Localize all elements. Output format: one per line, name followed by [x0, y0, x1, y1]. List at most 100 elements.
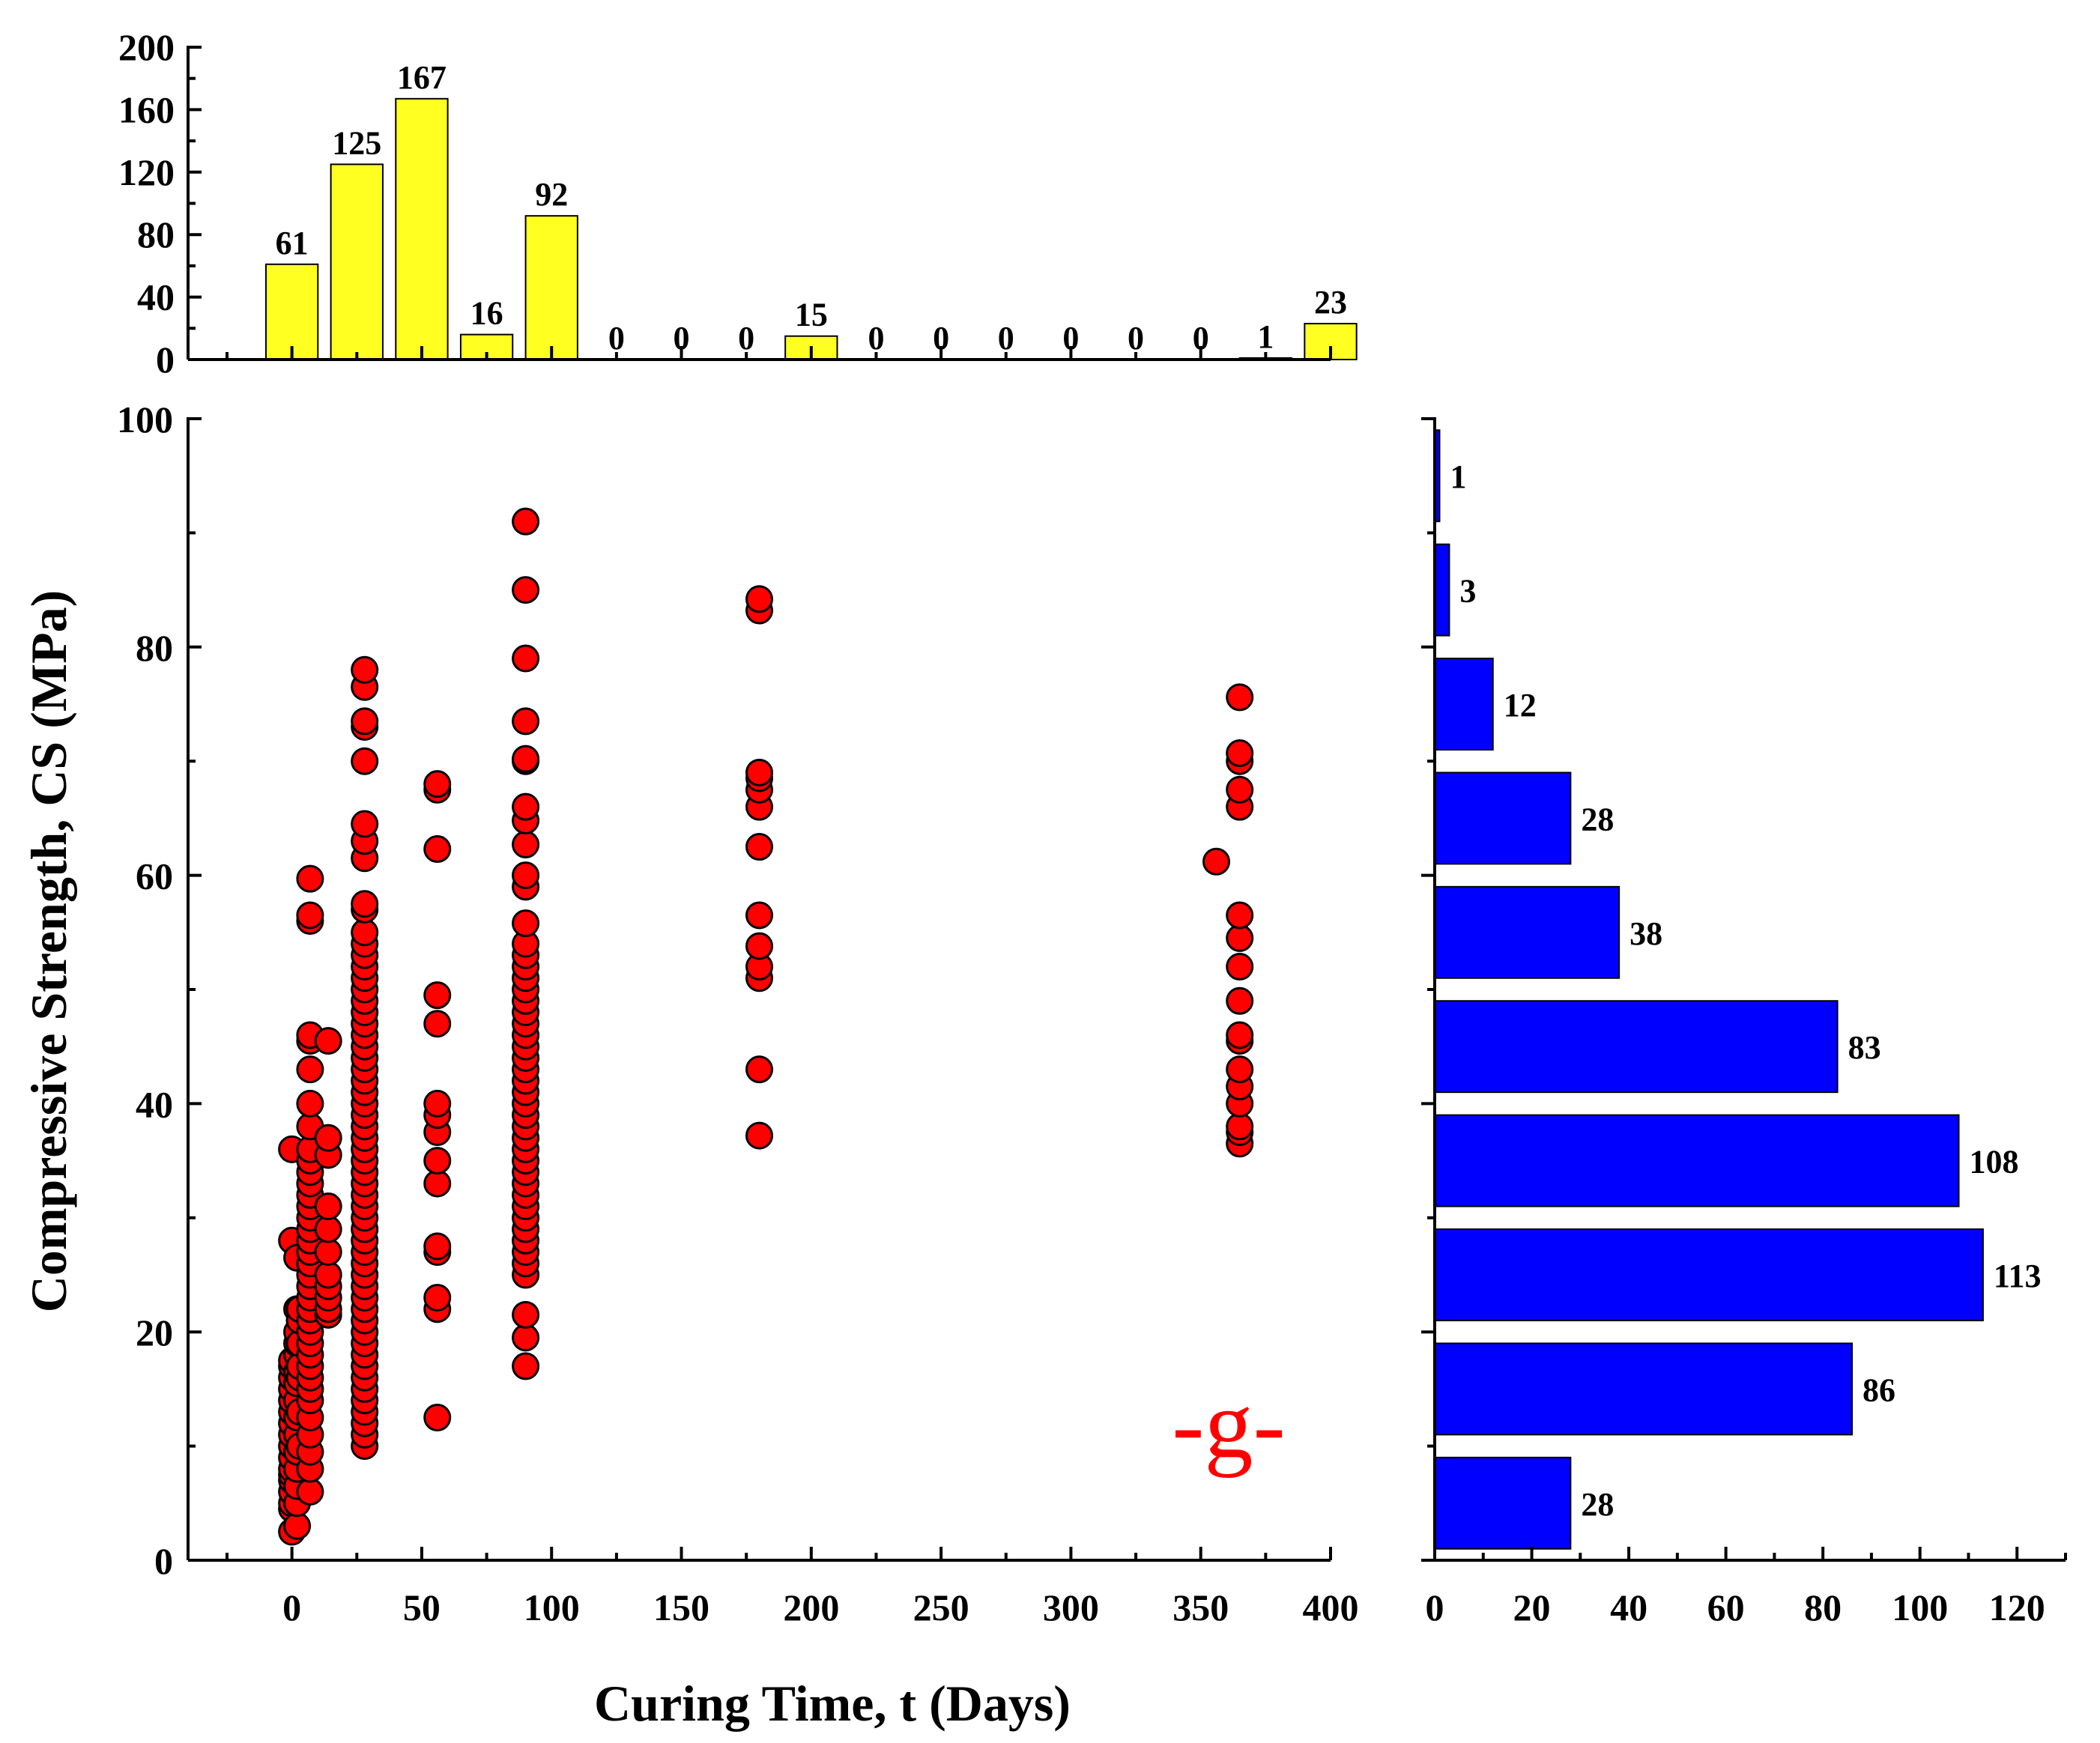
data-point: [512, 1324, 540, 1352]
data-point: [1202, 847, 1230, 876]
data-point: [423, 770, 452, 798]
histogram-bar: [1434, 1456, 1572, 1550]
data-point: [314, 1192, 342, 1221]
y-tick-label: 60: [136, 855, 173, 897]
histogram-bar: [1434, 1114, 1960, 1207]
data-point: [423, 1283, 452, 1312]
data-point: [512, 830, 540, 858]
bar-count-label: 83: [1848, 1029, 1881, 1066]
data-point: [512, 507, 540, 536]
data-point: [1226, 986, 1254, 1015]
bar-count-label: 0: [738, 320, 754, 357]
panel-annotation: -g-: [1172, 1371, 1286, 1479]
data-point: [745, 901, 773, 930]
data-point: [745, 1121, 773, 1150]
y-tick-label: 160: [118, 88, 175, 130]
x-tick-label: 100: [524, 1586, 580, 1628]
x-tick-label: 0: [1426, 1586, 1444, 1628]
bar-count-label: 0: [1062, 320, 1079, 357]
bar-count-label: 0: [1128, 320, 1144, 357]
data-point: [283, 1512, 312, 1540]
histogram-bar: [1434, 543, 1450, 637]
data-point: [512, 644, 540, 673]
histogram-bar: [1434, 1342, 1854, 1436]
data-point: [296, 1055, 324, 1084]
x-tick-label: 50: [403, 1586, 441, 1628]
bar-count-label: 0: [998, 320, 1014, 357]
x-tick-label: 250: [913, 1586, 969, 1628]
bar-count-label: 15: [795, 297, 828, 333]
data-point: [1226, 739, 1254, 768]
x-tick-label: 300: [1043, 1586, 1099, 1628]
data-point: [314, 1261, 342, 1289]
strength-histogram-bars: [1434, 429, 1984, 1550]
bar-count-label: 0: [608, 320, 625, 357]
histogram-bar: [395, 97, 449, 360]
scatter-axes: 0 20 40 60 80 100 0 50 100 150 200 250 300 350 400: [117, 398, 1359, 1628]
data-point: [351, 810, 379, 838]
data-point: [423, 1169, 452, 1198]
histogram-bar: [1434, 1228, 1984, 1321]
data-point: [351, 707, 379, 736]
data-point: [1226, 953, 1254, 981]
histogram-bar: [1434, 885, 1621, 979]
strength-histogram-axes: 0 20 40 60 80 100 120: [1421, 417, 2067, 1628]
y-tick-label: 0: [154, 1540, 173, 1582]
scatter-points: [278, 507, 1254, 1546]
curing-time-histogram: 61 125 167 16 92 0 0 0 15 0 0 0 0 0 0 1 23 0 40 80 120 160 20…: [118, 26, 1358, 381]
histogram-bar: [330, 163, 384, 360]
x-tick-label: 80: [1804, 1586, 1842, 1628]
data-point: [351, 655, 379, 684]
data-point: [314, 1124, 342, 1152]
y-tick-label: 20: [136, 1312, 173, 1354]
data-point: [745, 833, 773, 861]
bar-count-label: 108: [1970, 1144, 2019, 1180]
histogram-bar: [1434, 1000, 1839, 1094]
data-point: [314, 1238, 342, 1267]
x-tick-label: 200: [783, 1586, 839, 1628]
x-tick-label: 350: [1172, 1586, 1229, 1628]
data-point: [512, 909, 540, 938]
bar-count-label: 28: [1581, 801, 1614, 837]
y-tick-label: 80: [136, 627, 173, 669]
bar-count-label: 3: [1459, 573, 1476, 610]
data-point: [1226, 1021, 1254, 1049]
data-point: [1226, 1055, 1254, 1084]
data-point: [512, 707, 540, 736]
y-tick-label: 120: [118, 151, 175, 193]
data-point: [296, 864, 324, 893]
data-point: [296, 1089, 324, 1118]
data-point: [423, 1010, 452, 1038]
data-point: [1226, 924, 1254, 952]
bar-count-label: 28: [1581, 1486, 1614, 1523]
y-tick-label: 0: [156, 339, 175, 381]
data-point: [512, 745, 540, 773]
scatter-plot: 0 20 40 60 80 100 0 50 100 150 200 250 300 350 400 Cur…: [20, 398, 1359, 1732]
histogram-bar: [264, 263, 319, 360]
x-tick-label: 400: [1303, 1586, 1359, 1628]
y-tick-label: 100: [117, 398, 173, 440]
y-tick-label: 40: [137, 276, 175, 318]
x-tick-label: 100: [1892, 1586, 1948, 1628]
data-point: [423, 1147, 452, 1175]
data-point: [351, 890, 379, 918]
bar-count-label: 0: [933, 320, 949, 357]
y-tick-label: 80: [137, 213, 175, 255]
histogram-bar: [1434, 772, 1572, 865]
x-tick-label: 60: [1707, 1586, 1745, 1628]
bar-count-label: 0: [1193, 320, 1209, 357]
x-tick-label: 40: [1610, 1586, 1647, 1628]
bar-count-label: 167: [397, 59, 447, 96]
x-axis-title: Curing Time, t (Days): [594, 1675, 1071, 1732]
data-point: [745, 585, 773, 613]
curing-time-histogram-labels: 61 125 167 16 92 0 0 0 15 0 0 0 0 0 0 1 23: [276, 59, 1347, 357]
data-point: [745, 932, 773, 960]
data-point: [423, 1404, 452, 1431]
bar-count-label: 38: [1630, 915, 1662, 952]
x-tick-label: 120: [1989, 1586, 2045, 1628]
histogram-bar: [1434, 658, 1494, 751]
strength-histogram-labels: 28 86 113 108 83 38 28 12 3 1: [1450, 458, 2041, 1523]
bar-count-label: 1: [1257, 318, 1274, 355]
y-tick-label: 40: [136, 1083, 173, 1125]
